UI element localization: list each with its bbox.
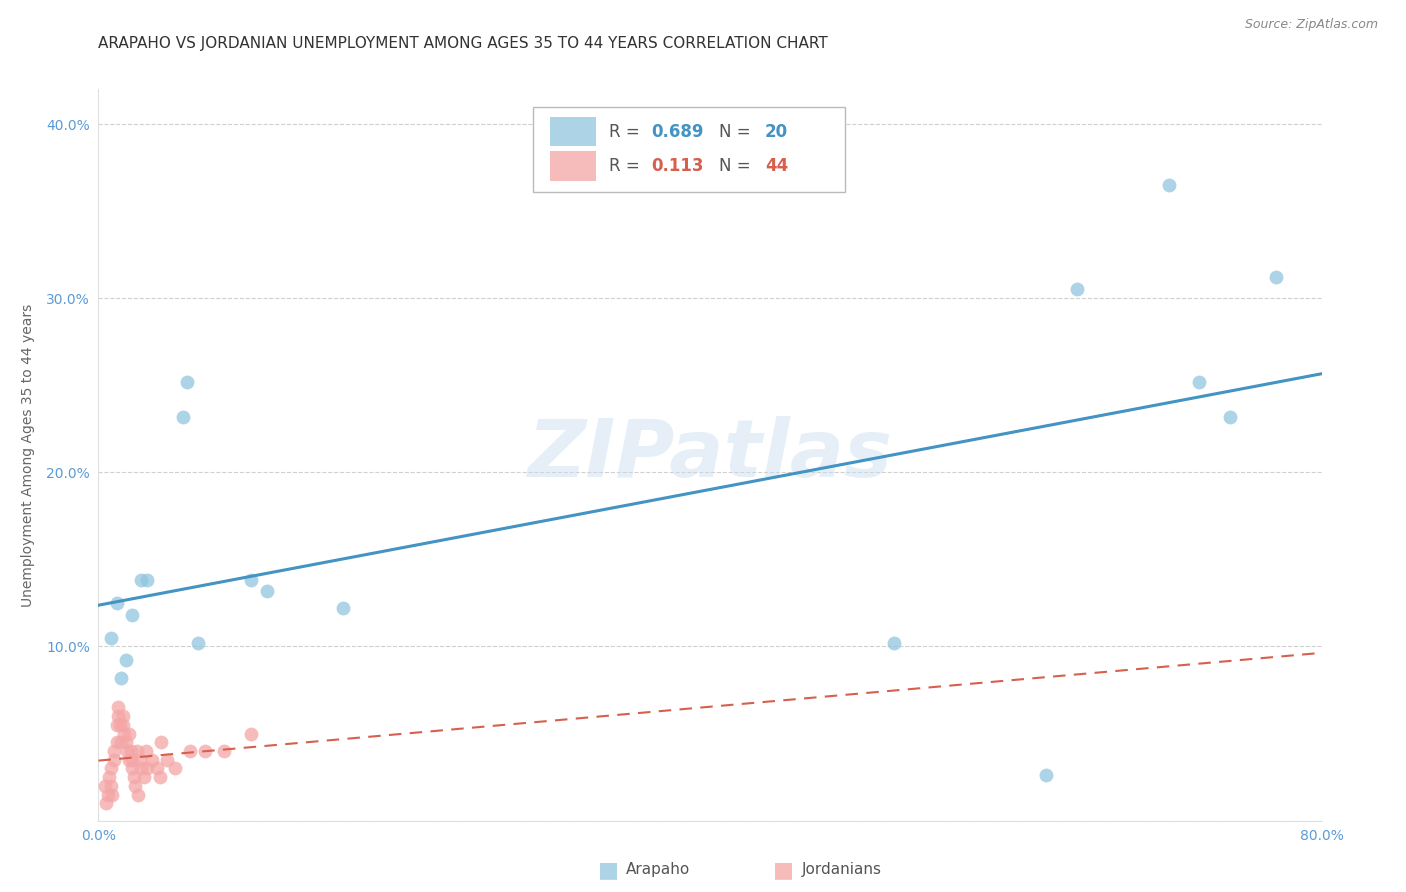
Text: N =: N =	[718, 122, 755, 141]
Y-axis label: Unemployment Among Ages 35 to 44 years: Unemployment Among Ages 35 to 44 years	[21, 303, 35, 607]
Point	[187, 636, 209, 650]
Point	[121, 761, 143, 775]
Text: Jordanians: Jordanians	[801, 863, 882, 877]
Text: 20: 20	[765, 122, 789, 141]
Point	[121, 753, 143, 767]
Point	[172, 409, 194, 424]
Point	[135, 744, 157, 758]
Point	[93, 779, 115, 793]
Point	[118, 753, 141, 767]
Point	[129, 761, 152, 775]
Point	[134, 770, 156, 784]
Point	[124, 779, 146, 793]
Point	[110, 735, 132, 749]
Point	[117, 744, 139, 758]
Point	[125, 744, 148, 758]
Point	[883, 636, 905, 650]
Point	[1035, 768, 1057, 782]
Point	[145, 761, 167, 775]
Point	[103, 753, 125, 767]
Point	[115, 735, 138, 749]
Bar	[550, 152, 596, 180]
Point	[240, 574, 263, 588]
Point	[240, 726, 263, 740]
Point	[107, 709, 129, 723]
Bar	[550, 117, 596, 146]
Point	[212, 744, 235, 758]
Point	[179, 744, 201, 758]
Point	[194, 744, 217, 758]
Point	[105, 735, 128, 749]
Text: Source: ZipAtlas.com: Source: ZipAtlas.com	[1244, 18, 1378, 31]
Point	[115, 653, 138, 667]
Point	[107, 700, 129, 714]
Text: 44: 44	[765, 157, 789, 175]
Point	[129, 574, 152, 588]
Point	[1264, 270, 1286, 285]
Point	[120, 744, 142, 758]
Point	[105, 718, 128, 732]
Text: ZIPatlas: ZIPatlas	[527, 416, 893, 494]
Point	[149, 770, 172, 784]
Point	[100, 631, 122, 645]
Point	[1157, 178, 1180, 192]
Point	[332, 601, 354, 615]
Point	[156, 753, 179, 767]
Point	[100, 779, 122, 793]
Text: N =: N =	[718, 157, 755, 175]
Text: ■: ■	[773, 860, 794, 880]
Point	[121, 608, 143, 623]
Point	[150, 735, 173, 749]
Point	[1188, 375, 1211, 389]
Point	[111, 709, 134, 723]
FancyBboxPatch shape	[533, 108, 845, 192]
Text: ARAPAHO VS JORDANIAN UNEMPLOYMENT AMONG AGES 35 TO 44 YEARS CORRELATION CHART: ARAPAHO VS JORDANIAN UNEMPLOYMENT AMONG …	[98, 36, 828, 51]
Text: R =: R =	[609, 157, 650, 175]
Point	[1219, 409, 1241, 424]
Point	[127, 788, 149, 802]
Point	[1066, 283, 1088, 297]
Point	[108, 718, 131, 732]
Point	[97, 788, 120, 802]
Point	[100, 761, 122, 775]
Point	[112, 726, 135, 740]
Text: ■: ■	[598, 860, 619, 880]
Text: Arapaho: Arapaho	[626, 863, 690, 877]
Text: R =: R =	[609, 122, 644, 141]
Text: 0.113: 0.113	[651, 157, 704, 175]
Point	[141, 753, 163, 767]
Point	[111, 718, 134, 732]
Point	[118, 726, 141, 740]
Point	[122, 770, 145, 784]
Point	[136, 761, 159, 775]
Point	[101, 788, 124, 802]
Point	[110, 671, 132, 685]
Point	[163, 761, 186, 775]
Point	[94, 796, 117, 810]
Text: 0.689: 0.689	[651, 122, 704, 141]
Point	[136, 574, 159, 588]
Point	[98, 770, 121, 784]
Point	[176, 375, 198, 389]
Point	[128, 753, 150, 767]
Point	[103, 744, 125, 758]
Point	[105, 596, 128, 610]
Point	[256, 583, 278, 598]
